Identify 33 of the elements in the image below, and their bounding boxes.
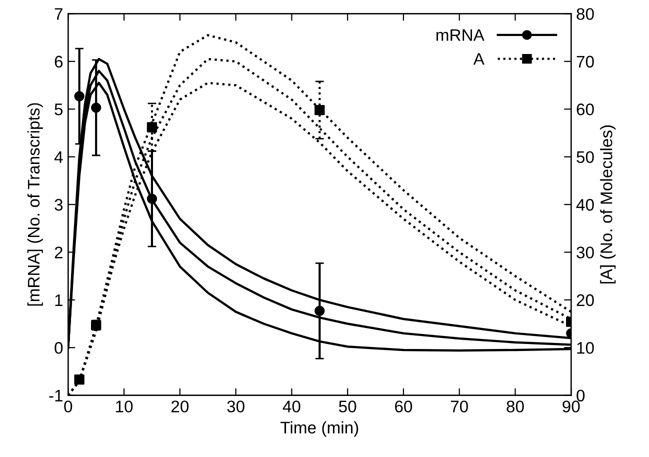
legend-label: mRNA	[436, 29, 484, 41]
y-tick-label: 7	[54, 8, 62, 20]
x-tick-label: 10	[116, 400, 133, 412]
y2-tick-label: 40	[576, 198, 594, 211]
y2-tick-label: 60	[576, 104, 594, 116]
x-tick-label: 80	[506, 400, 524, 412]
x-tick-label: 30	[227, 400, 244, 412]
x-tick-label: 60	[395, 400, 412, 412]
y-tick-label: -1	[49, 390, 62, 402]
y2-tick-label: 50	[576, 151, 594, 164]
x-tick-label: 90	[562, 400, 580, 412]
x-tick-label: 50	[338, 400, 356, 412]
y-tick-label: 1	[55, 294, 62, 306]
y2-tick-label: 0	[576, 390, 585, 402]
y-tick-label: 0	[54, 342, 63, 354]
y-tick-label: 2	[54, 246, 62, 258]
legend-label: A	[473, 53, 484, 65]
y-tick-label: 5	[54, 104, 63, 116]
y2-tick-label: 30	[576, 246, 594, 258]
y2-tick-label: 20	[576, 294, 594, 306]
x-axis-title: Time (min)	[280, 421, 358, 437]
y-axis-title: [mRNA] (No. of Transcripts)	[27, 103, 43, 306]
y2-tick-label: 70	[576, 56, 594, 68]
y-tick-label: 3	[54, 198, 63, 211]
x-tick-label: 40	[282, 400, 300, 412]
x-tick-label: 20	[171, 400, 189, 412]
y2-tick-label: 80	[576, 8, 594, 20]
y-tick-label: 4	[54, 151, 63, 163]
x-tick-label: 70	[450, 400, 468, 412]
y2-tick-label: 10	[577, 342, 594, 354]
x-tick-label: 0	[64, 400, 72, 412]
y2-axis-title: [A] (No. of Molecules)	[600, 125, 616, 284]
y-tick-label: 6	[54, 56, 63, 68]
